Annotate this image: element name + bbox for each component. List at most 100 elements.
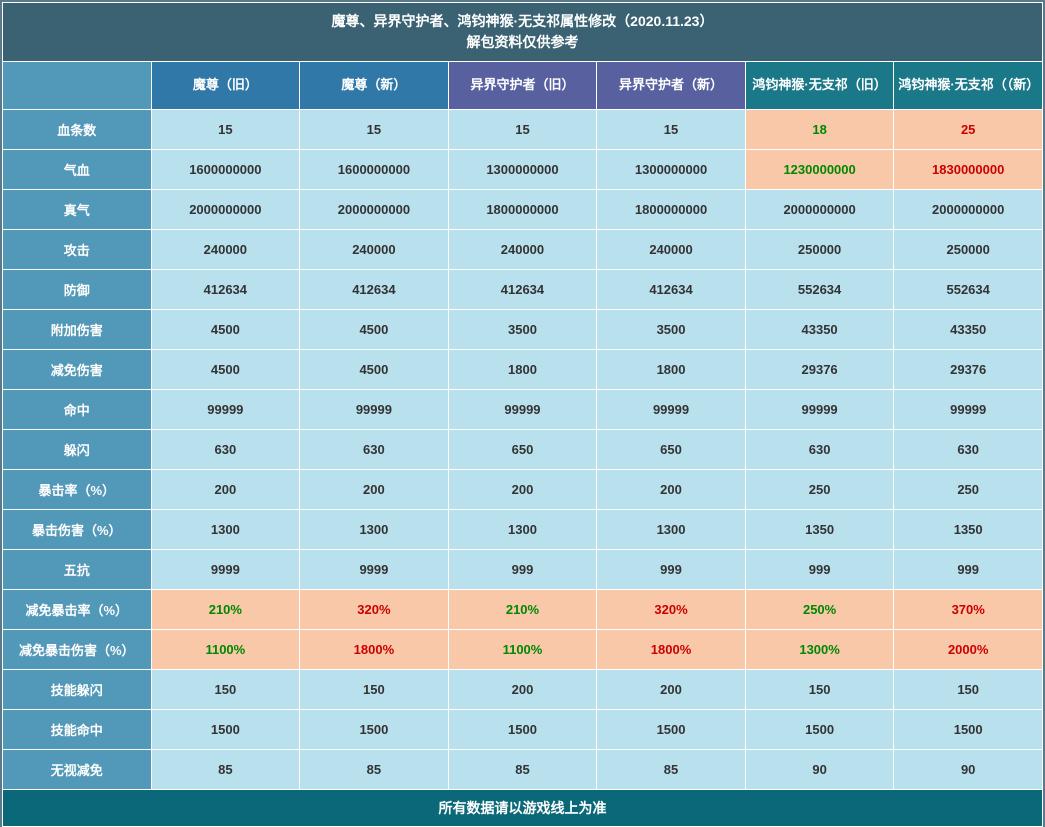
row-label: 暴击伤害（%） <box>3 510 152 550</box>
row-label: 减免暴击率（%） <box>3 590 152 630</box>
table-row: 命中999999999999999999999999999999 <box>3 390 1043 430</box>
data-cell: 1350 <box>894 510 1043 550</box>
data-cell: 18 <box>745 110 894 150</box>
row-label: 血条数 <box>3 110 152 150</box>
table-row: 减免暴击率（%）210%320%210%320%250%370% <box>3 590 1043 630</box>
data-cell: 552634 <box>894 270 1043 310</box>
data-cell: 630 <box>151 430 300 470</box>
data-cell: 200 <box>151 470 300 510</box>
data-cell: 1350 <box>745 510 894 550</box>
title-row: 魔尊、异界守护者、鸿钧神猴·无支祁属性修改（2020.11.23） 解包资料仅供… <box>3 3 1043 62</box>
data-cell: 1230000000 <box>745 150 894 190</box>
data-cell: 90 <box>894 750 1043 790</box>
column-header: 鸿钧神猴·无支祁（（新） <box>894 62 1043 110</box>
data-cell: 150 <box>300 670 449 710</box>
column-header <box>3 62 152 110</box>
data-cell: 1600000000 <box>300 150 449 190</box>
header-row: 魔尊（旧）魔尊（新）异界守护者（旧）异界守护者（新）鸿钧神猴·无支祁（旧）鸿钧神… <box>3 62 1043 110</box>
data-cell: 1830000000 <box>894 150 1043 190</box>
data-cell: 1500 <box>745 710 894 750</box>
data-cell: 250 <box>894 470 1043 510</box>
data-cell: 2000000000 <box>300 190 449 230</box>
row-label: 减免暴击伤害（%） <box>3 630 152 670</box>
data-cell: 85 <box>597 750 746 790</box>
row-label: 气血 <box>3 150 152 190</box>
table-title: 魔尊、异界守护者、鸿钧神猴·无支祁属性修改（2020.11.23） 解包资料仅供… <box>3 3 1043 62</box>
footer-row: 所有数据请以游戏线上为准 <box>3 790 1043 827</box>
table-body: 血条数151515151825气血16000000001600000000130… <box>3 110 1043 790</box>
data-cell: 1300% <box>745 630 894 670</box>
data-cell: 29376 <box>745 350 894 390</box>
data-cell: 15 <box>597 110 746 150</box>
data-cell: 999 <box>597 550 746 590</box>
data-cell: 2000000000 <box>894 190 1043 230</box>
data-cell: 29376 <box>894 350 1043 390</box>
row-label: 真气 <box>3 190 152 230</box>
data-cell: 85 <box>151 750 300 790</box>
data-cell: 1300 <box>151 510 300 550</box>
data-cell: 4500 <box>151 310 300 350</box>
data-cell: 99999 <box>448 390 597 430</box>
row-label: 躲闪 <box>3 430 152 470</box>
row-label: 暴击率（%） <box>3 470 152 510</box>
data-cell: 2000000000 <box>151 190 300 230</box>
data-cell: 1300 <box>448 510 597 550</box>
row-label: 命中 <box>3 390 152 430</box>
data-cell: 25 <box>894 110 1043 150</box>
column-header: 鸿钧神猴·无支祁（旧） <box>745 62 894 110</box>
data-cell: 4500 <box>300 350 449 390</box>
data-cell: 412634 <box>151 270 300 310</box>
data-cell: 4500 <box>151 350 300 390</box>
data-cell: 250% <box>745 590 894 630</box>
data-cell: 630 <box>300 430 449 470</box>
data-cell: 15 <box>151 110 300 150</box>
data-cell: 412634 <box>300 270 449 310</box>
data-cell: 1300 <box>597 510 746 550</box>
data-cell: 1800000000 <box>448 190 597 230</box>
data-cell: 1800 <box>448 350 597 390</box>
data-cell: 999 <box>894 550 1043 590</box>
table-row: 气血16000000001600000000130000000013000000… <box>3 150 1043 190</box>
attributes-table: 魔尊、异界守护者、鸿钧神猴·无支祁属性修改（2020.11.23） 解包资料仅供… <box>2 2 1043 827</box>
data-cell: 4500 <box>300 310 449 350</box>
row-label: 无视减免 <box>3 750 152 790</box>
data-cell: 90 <box>745 750 894 790</box>
data-cell: 15 <box>300 110 449 150</box>
table-row: 真气20000000002000000000180000000018000000… <box>3 190 1043 230</box>
footer-text: 所有数据请以游戏线上为准 <box>3 790 1043 827</box>
data-cell: 1800% <box>300 630 449 670</box>
table-row: 技能命中150015001500150015001500 <box>3 710 1043 750</box>
data-cell: 1300000000 <box>597 150 746 190</box>
data-cell: 2000% <box>894 630 1043 670</box>
data-cell: 9999 <box>151 550 300 590</box>
data-cell: 99999 <box>151 390 300 430</box>
table-row: 减免伤害45004500180018002937629376 <box>3 350 1043 390</box>
table-row: 减免暴击伤害（%）1100%1800%1100%1800%1300%2000% <box>3 630 1043 670</box>
data-cell: 9999 <box>300 550 449 590</box>
table-row: 躲闪630630650650630630 <box>3 430 1043 470</box>
data-cell: 1500 <box>448 710 597 750</box>
data-cell: 250000 <box>894 230 1043 270</box>
column-header: 异界守护者（新） <box>597 62 746 110</box>
data-cell: 99999 <box>745 390 894 430</box>
data-cell: 99999 <box>300 390 449 430</box>
data-cell: 240000 <box>300 230 449 270</box>
data-cell: 85 <box>448 750 597 790</box>
data-cell: 15 <box>448 110 597 150</box>
data-cell: 552634 <box>745 270 894 310</box>
data-cell: 210% <box>151 590 300 630</box>
table-row: 暴击伤害（%）130013001300130013501350 <box>3 510 1043 550</box>
row-label: 技能躲闪 <box>3 670 152 710</box>
data-cell: 200 <box>597 470 746 510</box>
data-cell: 3500 <box>597 310 746 350</box>
data-cell: 630 <box>745 430 894 470</box>
table-row: 防御412634412634412634412634552634552634 <box>3 270 1043 310</box>
data-cell: 43350 <box>894 310 1043 350</box>
data-cell: 1300000000 <box>448 150 597 190</box>
data-cell: 1500 <box>894 710 1043 750</box>
row-label: 附加伤害 <box>3 310 152 350</box>
data-cell: 240000 <box>151 230 300 270</box>
data-cell: 150 <box>151 670 300 710</box>
data-cell: 630 <box>894 430 1043 470</box>
row-label: 减免伤害 <box>3 350 152 390</box>
